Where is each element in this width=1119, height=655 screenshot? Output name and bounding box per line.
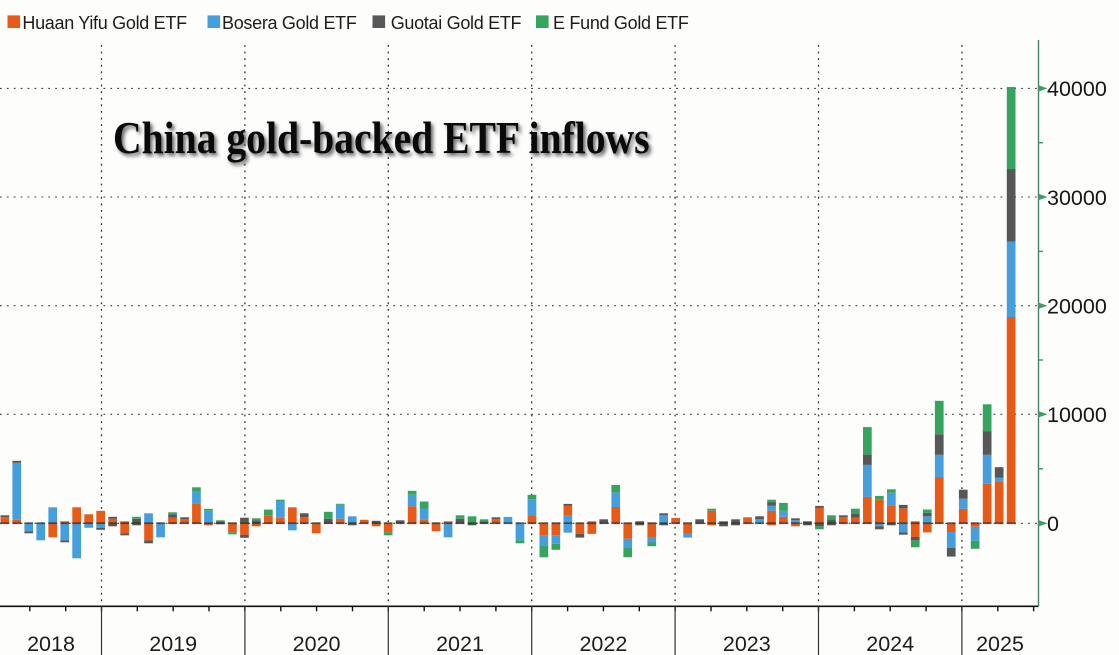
svg-text:2021: 2021 (436, 632, 484, 655)
svg-text:Guotai Gold ETF: Guotai Gold ETF (391, 13, 522, 33)
svg-text:2023: 2023 (723, 632, 771, 655)
svg-text:2018: 2018 (27, 632, 75, 655)
svg-text:0: 0 (1047, 512, 1059, 536)
svg-text:2025: 2025 (976, 632, 1024, 655)
svg-text:Huaan Yifu Gold ETF: Huaan Yifu Gold ETF (22, 13, 187, 33)
svg-text:2024: 2024 (866, 632, 914, 655)
svg-text:40000: 40000 (1047, 77, 1107, 101)
svg-text:E Fund Gold ETF: E Fund Gold ETF (553, 13, 689, 33)
svg-text:2022: 2022 (579, 632, 627, 655)
svg-text:30000: 30000 (1047, 186, 1107, 210)
svg-text:Bosera Gold ETF: Bosera Gold ETF (222, 13, 357, 33)
svg-text:20000: 20000 (1047, 295, 1107, 319)
svg-text:2019: 2019 (149, 632, 197, 655)
svg-text:10000: 10000 (1047, 403, 1107, 427)
svg-text:2020: 2020 (293, 632, 341, 655)
